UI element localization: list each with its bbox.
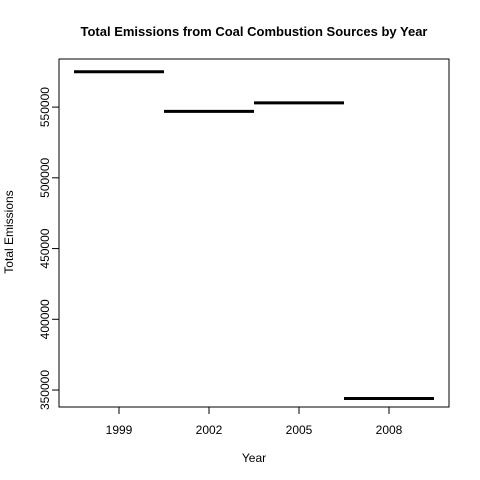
series-layer (74, 70, 434, 401)
x-tick-label-2005: 2005 (286, 423, 313, 437)
y-tick-label-550000: 550000 (38, 87, 52, 127)
x-tick-label-2002: 2002 (196, 423, 223, 437)
y-tick-label-500000: 500000 (38, 157, 52, 197)
chart-title: Total Emissions from Coal Combustion Sou… (81, 24, 428, 39)
y-tick-label-400000: 400000 (38, 299, 52, 339)
y-axis-label: Total Emissions (2, 190, 16, 273)
plot-frame (58, 58, 450, 408)
y-tick-label-350000: 350000 (38, 370, 52, 410)
x-tick-label-2008: 2008 (376, 423, 403, 437)
y-axis: 350000 400000 450000 500000 550000 (38, 87, 59, 410)
x-axis-label: Year (242, 451, 266, 465)
y-tick-label-450000: 450000 (38, 228, 52, 268)
x-tick-label-1999: 1999 (106, 423, 133, 437)
x-axis: 1999 2002 2005 2008 (106, 407, 403, 437)
